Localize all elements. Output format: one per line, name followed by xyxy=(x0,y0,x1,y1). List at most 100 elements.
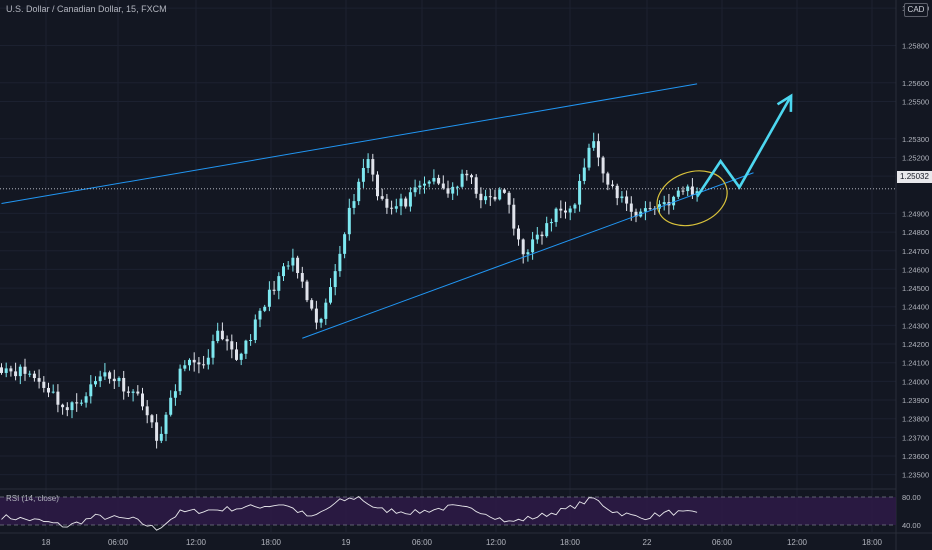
candle-body xyxy=(385,198,389,208)
candle-body xyxy=(291,257,295,266)
candle-body xyxy=(357,181,361,202)
y-tick-label: 1.24500 xyxy=(902,284,929,293)
rsi-indicator-label[interactable]: RSI (14, close) xyxy=(6,494,59,503)
candle-body xyxy=(84,396,88,403)
candle-body xyxy=(263,306,267,311)
candle-body xyxy=(329,287,332,303)
candle-body xyxy=(521,239,525,255)
x-tick-label: 18 xyxy=(42,538,51,547)
candle-body xyxy=(573,204,577,209)
candle-body xyxy=(98,376,102,382)
candle-body xyxy=(531,239,535,253)
candle-body xyxy=(394,206,398,209)
candle-body xyxy=(606,173,610,185)
candle-body xyxy=(690,186,694,195)
candle-body xyxy=(136,391,140,394)
candle-body xyxy=(611,184,614,186)
candle-body xyxy=(258,310,262,320)
candle-body xyxy=(155,422,159,441)
candle-body xyxy=(51,391,55,393)
candle-body xyxy=(432,177,436,182)
x-tick-label: 12:00 xyxy=(486,538,507,547)
candle-body xyxy=(122,377,126,392)
y-tick-label: 1.23900 xyxy=(902,396,929,405)
candle-body xyxy=(643,208,647,212)
rsi-pane: 80.00 40.00 xyxy=(0,488,921,531)
y-tick-label: 1.24300 xyxy=(902,321,929,330)
candle-body xyxy=(277,276,281,291)
candle-body xyxy=(126,391,130,393)
candle-body xyxy=(202,364,206,366)
candle-body xyxy=(437,177,441,184)
candle-body xyxy=(103,372,107,377)
candle-body xyxy=(169,397,173,415)
chart-drawings xyxy=(0,83,896,339)
candle-body xyxy=(578,180,582,205)
candle-body xyxy=(399,198,403,207)
candlestick-series xyxy=(0,132,699,449)
candle-body xyxy=(493,196,497,200)
x-tick-label: 12:00 xyxy=(186,538,207,547)
candle-body xyxy=(42,381,46,388)
candle-body xyxy=(141,393,144,407)
candle-body xyxy=(634,211,638,217)
candle-body xyxy=(418,185,422,188)
candle-body xyxy=(455,186,459,188)
y-tick-label: 1.25200 xyxy=(902,153,929,162)
candle-body xyxy=(9,368,13,372)
candle-body xyxy=(286,265,290,267)
x-tick-label: 18:00 xyxy=(560,538,581,547)
y-tick-label: 1.24200 xyxy=(902,340,929,349)
y-tick-label: 1.23700 xyxy=(902,433,929,442)
candle-body xyxy=(540,234,544,237)
candle-body xyxy=(460,173,464,187)
candle-body xyxy=(517,228,520,240)
candle-body xyxy=(568,208,572,213)
candle-body xyxy=(164,414,168,434)
candle-body xyxy=(23,366,27,374)
forecast-path xyxy=(696,95,793,198)
candle-body xyxy=(206,357,210,365)
candle-body xyxy=(347,207,351,235)
candle-body xyxy=(131,391,135,393)
candle-body xyxy=(117,377,121,382)
candle-body xyxy=(305,281,309,301)
candle-body xyxy=(112,378,116,382)
y-tick-label: 1.23600 xyxy=(902,452,929,461)
candle-body xyxy=(625,196,629,204)
candle-body xyxy=(648,208,652,210)
candle-body xyxy=(28,373,32,375)
x-tick-label: 19 xyxy=(342,538,351,547)
candle-body xyxy=(230,341,234,350)
candle-body xyxy=(108,372,112,379)
candle-body xyxy=(658,204,661,209)
x-tick-label: 18:00 xyxy=(261,538,282,547)
candle-body xyxy=(319,318,323,323)
candle-body xyxy=(502,189,506,193)
candle-body xyxy=(465,173,469,176)
candle-body xyxy=(343,234,347,254)
candle-body xyxy=(446,188,450,194)
candle-body xyxy=(488,196,492,198)
candle-body xyxy=(75,402,79,404)
rsi-tick-label: 80.00 xyxy=(902,493,921,502)
y-tick-label: 1.25300 xyxy=(902,135,929,144)
candle-body xyxy=(310,300,314,309)
channel-upper-trendline xyxy=(1,83,698,205)
candle-body xyxy=(408,192,412,207)
forecast-arrowhead xyxy=(776,93,793,112)
candle-body xyxy=(601,157,605,174)
rsi-band xyxy=(0,497,896,525)
candle-body xyxy=(474,177,478,194)
y-tick-label: 1.24800 xyxy=(902,228,929,237)
candle-body xyxy=(564,210,567,213)
currency-button[interactable]: CAD xyxy=(904,3,928,17)
candle-body xyxy=(333,271,337,288)
candle-body xyxy=(376,174,379,197)
candle-body xyxy=(535,234,539,240)
candle-body xyxy=(451,186,455,194)
candle-body xyxy=(314,308,318,323)
candle-body xyxy=(361,167,365,182)
y-tick-label: 1.24900 xyxy=(902,209,929,218)
